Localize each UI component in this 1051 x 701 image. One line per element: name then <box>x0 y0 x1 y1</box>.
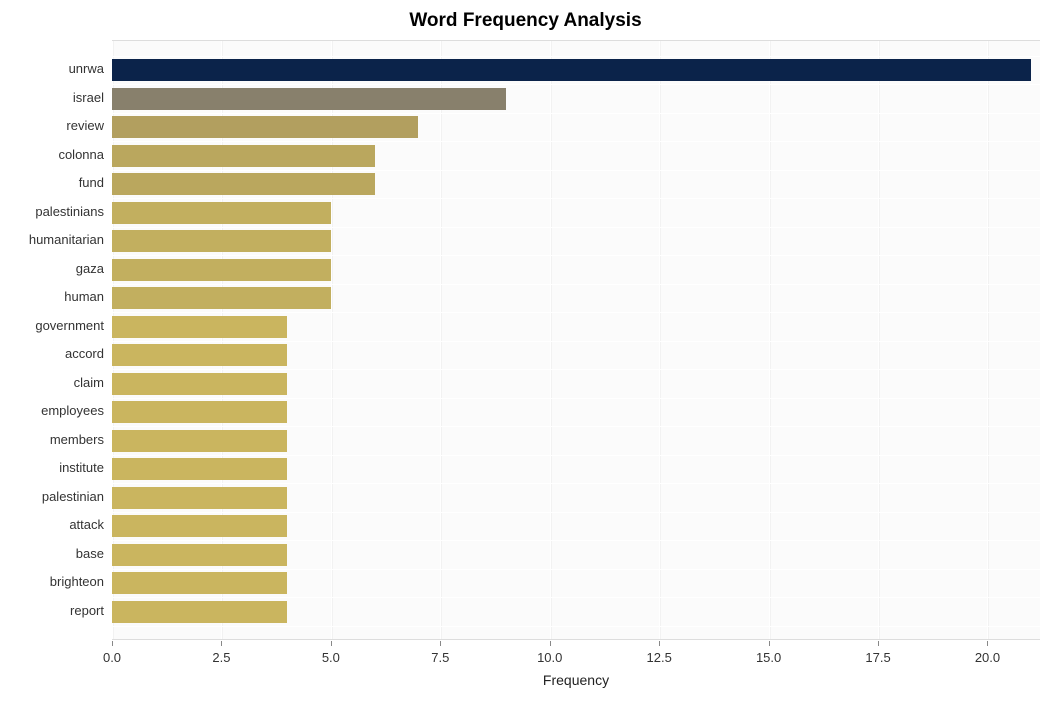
x-tick <box>878 641 879 646</box>
bar <box>112 344 287 366</box>
x-tick <box>550 641 551 646</box>
bar <box>112 401 287 423</box>
h-gridline <box>112 426 1040 427</box>
y-tick-label: israel <box>0 87 104 109</box>
h-gridline <box>112 113 1040 114</box>
x-tick-label: 2.5 <box>212 650 230 665</box>
x-tick <box>112 641 113 646</box>
y-tick-label: employees <box>0 400 104 422</box>
bar <box>112 287 331 309</box>
h-gridline <box>112 56 1040 57</box>
h-gridline <box>112 341 1040 342</box>
h-gridline <box>112 312 1040 313</box>
bar <box>112 230 331 252</box>
y-tick-label: unrwa <box>0 58 104 80</box>
x-tick <box>331 641 332 646</box>
x-tick-label: 17.5 <box>865 650 890 665</box>
x-tick <box>659 641 660 646</box>
y-tick-label: institute <box>0 457 104 479</box>
chart-title: Word Frequency Analysis <box>0 10 1051 32</box>
h-gridline <box>112 284 1040 285</box>
h-gridline <box>112 170 1040 171</box>
bar <box>112 116 418 138</box>
bar <box>112 572 287 594</box>
y-tick-label: members <box>0 429 104 451</box>
x-tick <box>221 641 222 646</box>
y-tick-label: brighteon <box>0 571 104 593</box>
h-gridline <box>112 597 1040 598</box>
y-tick-label: accord <box>0 343 104 365</box>
bar <box>112 316 287 338</box>
x-tick-label: 12.5 <box>647 650 672 665</box>
word-frequency-chart: Word Frequency Analysis Frequency 0.0 2.5… <box>0 0 1051 701</box>
h-gridline <box>112 398 1040 399</box>
h-gridline <box>112 84 1040 85</box>
y-tick-label: palestinians <box>0 201 104 223</box>
bar <box>112 259 331 281</box>
y-tick-label: review <box>0 115 104 137</box>
h-gridline <box>112 227 1040 228</box>
x-tick <box>440 641 441 646</box>
h-gridline <box>112 483 1040 484</box>
h-gridline <box>112 141 1040 142</box>
y-tick-label: colonna <box>0 144 104 166</box>
bar <box>112 173 375 195</box>
y-tick-label: base <box>0 543 104 565</box>
bar <box>112 373 287 395</box>
bar <box>112 202 331 224</box>
h-gridline <box>112 255 1040 256</box>
h-gridline <box>112 569 1040 570</box>
y-tick-label: gaza <box>0 258 104 280</box>
h-gridline <box>112 512 1040 513</box>
x-tick-label: 10.0 <box>537 650 562 665</box>
h-gridline <box>112 626 1040 627</box>
y-tick-label: attack <box>0 514 104 536</box>
x-tick-label: 15.0 <box>756 650 781 665</box>
y-tick-label: humanitarian <box>0 229 104 251</box>
y-tick-label: claim <box>0 372 104 394</box>
bar <box>112 515 287 537</box>
h-gridline <box>112 198 1040 199</box>
y-tick-label: report <box>0 600 104 622</box>
h-gridline <box>112 369 1040 370</box>
bar <box>112 88 506 110</box>
y-tick-label: palestinian <box>0 486 104 508</box>
x-tick-label: 20.0 <box>975 650 1000 665</box>
bar <box>112 145 375 167</box>
x-axis-title: Frequency <box>112 672 1040 688</box>
y-tick-label: fund <box>0 172 104 194</box>
bar <box>112 458 287 480</box>
y-tick-label: human <box>0 286 104 308</box>
x-tick <box>987 641 988 646</box>
x-tick-label: 5.0 <box>322 650 340 665</box>
bar <box>112 430 287 452</box>
plot-area <box>112 40 1040 640</box>
x-tick <box>769 641 770 646</box>
bar <box>112 487 287 509</box>
h-gridline <box>112 540 1040 541</box>
bar <box>112 601 287 623</box>
bar <box>112 59 1031 81</box>
x-tick-label: 0.0 <box>103 650 121 665</box>
bar <box>112 544 287 566</box>
h-gridline <box>112 455 1040 456</box>
y-tick-label: government <box>0 315 104 337</box>
x-tick-label: 7.5 <box>431 650 449 665</box>
